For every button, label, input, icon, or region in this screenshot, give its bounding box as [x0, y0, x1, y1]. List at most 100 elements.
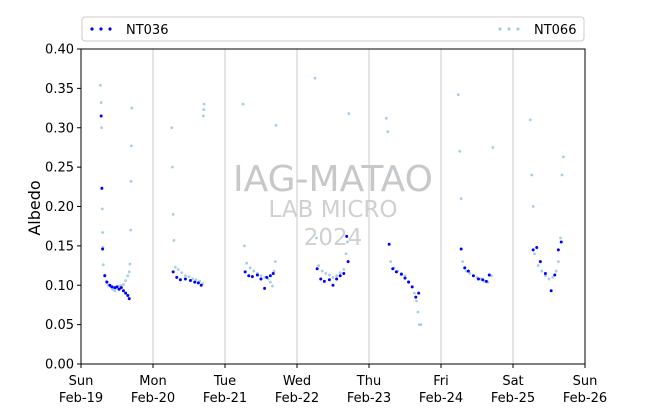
point-nt066-110	[562, 155, 565, 159]
point-nt036-40	[345, 234, 349, 238]
point-nt066-33	[184, 274, 187, 278]
point-nt036-30	[268, 274, 272, 278]
point-nt066-56	[313, 76, 317, 80]
point-nt036-3	[103, 274, 107, 278]
point-nt066-106	[554, 269, 558, 273]
point-nt066-26	[170, 126, 174, 130]
point-nt036-29	[265, 275, 269, 279]
point-nt036-52	[463, 266, 467, 270]
point-nt066-61	[328, 273, 331, 277]
legend-label-nt036: NT036	[126, 23, 168, 38]
point-nt036-4	[105, 280, 109, 284]
legend-frame	[81, 16, 585, 42]
x-tick-label-weekday-1: Mon	[139, 374, 166, 389]
point-nt066-69	[384, 116, 388, 120]
point-nt036-2	[101, 247, 105, 251]
point-nt036-38	[338, 274, 342, 278]
vertical-gridlines	[152, 49, 514, 364]
point-nt036-35	[327, 278, 331, 282]
x-tick-label-weekday-4: Thu	[356, 374, 381, 389]
point-nt036-46	[403, 276, 407, 280]
point-nt066-66	[344, 252, 348, 256]
point-nt066-57	[315, 236, 318, 240]
point-nt036-62	[543, 271, 547, 275]
point-nt066-59	[320, 269, 324, 273]
point-nt066-21	[128, 262, 132, 266]
point-nt066-20	[127, 270, 131, 274]
y-tick-label-4: 0.20	[45, 200, 74, 215]
point-nt066-44	[245, 261, 249, 265]
point-nt036-10	[119, 286, 123, 290]
watermark: IAG-MATAO LAB MICRO 2024	[233, 159, 433, 251]
point-nt036-14	[127, 297, 131, 301]
point-nt066-71	[387, 173, 391, 177]
point-nt066-104	[547, 277, 551, 281]
point-nt066-81	[416, 310, 420, 314]
point-nt066-22	[129, 228, 133, 232]
point-nt036-11	[121, 289, 125, 293]
point-nt036-9	[117, 287, 121, 291]
point-nt066-72	[389, 260, 392, 264]
point-nt066-5	[101, 231, 104, 234]
point-nt036-65	[556, 248, 560, 252]
point-nt036-17	[178, 278, 182, 282]
point-nt066-64	[338, 271, 342, 275]
point-nt036-20	[193, 280, 197, 284]
point-nt066-49	[263, 275, 266, 279]
point-nt066-99	[531, 205, 535, 208]
x-tick-label-date-5: Feb-24	[419, 391, 463, 406]
x-tick-label-date-0: Feb-19	[59, 391, 103, 406]
y-tick-label-1: 0.05	[45, 318, 74, 333]
point-nt036-66	[559, 240, 563, 244]
point-nt036-57	[484, 279, 488, 283]
data-points	[99, 76, 565, 327]
point-nt066-40	[202, 108, 206, 112]
point-nt066-19	[126, 274, 130, 278]
point-nt066-68	[347, 112, 351, 115]
point-nt036-12	[124, 291, 128, 295]
point-nt036-27	[259, 277, 263, 281]
point-nt066-55	[274, 123, 278, 127]
x-tick-label-weekday-3: Wed	[283, 374, 311, 389]
point-nt036-1	[100, 186, 104, 190]
point-nt066-13	[113, 289, 117, 293]
point-nt036-21	[196, 281, 200, 285]
point-nt036-54	[471, 274, 475, 278]
point-nt066-102	[540, 269, 544, 273]
y-tick-label-7: 0.35	[45, 82, 74, 97]
point-nt036-47	[407, 280, 411, 284]
y-tick-label-6: 0.30	[45, 121, 74, 136]
point-nt066-97	[528, 118, 532, 122]
point-nt036-58	[487, 273, 491, 277]
point-nt066-31	[176, 268, 180, 271]
point-nt036-59	[531, 248, 535, 252]
point-nt066-101	[536, 264, 540, 267]
point-nt036-44	[394, 270, 398, 274]
y-tick-label-8: 0.40	[45, 43, 74, 58]
point-nt036-51	[459, 247, 463, 251]
legend-label-nt066: NT066	[534, 23, 576, 38]
x-tick-label-date-3: Feb-22	[275, 391, 319, 406]
x-tick-label-date-2: Feb-21	[203, 391, 247, 406]
point-nt066-0	[99, 83, 102, 87]
point-nt066-4	[100, 207, 104, 211]
point-nt066-85	[458, 149, 462, 153]
point-nt066-63	[335, 274, 338, 278]
point-nt066-25	[130, 106, 134, 110]
point-nt036-53	[466, 269, 470, 273]
point-nt066-107	[556, 260, 560, 264]
point-nt066-18	[124, 279, 128, 282]
legend-marker-nt036	[90, 27, 112, 31]
point-nt066-23	[129, 179, 133, 183]
y-tick-label-5: 0.25	[45, 161, 74, 176]
point-nt066-65	[342, 268, 346, 271]
x-tick-label-date-4: Feb-23	[347, 391, 391, 406]
point-nt066-36	[194, 278, 198, 282]
point-nt036-45	[399, 272, 403, 276]
point-nt066-53	[272, 269, 276, 273]
point-nt036-22	[199, 283, 203, 287]
point-nt066-67	[346, 240, 349, 244]
point-nt066-43	[243, 244, 246, 248]
x-axis: Sun Feb-19 Mon Feb-20 Tue Feb-21 Wed Feb-22 Thu F…	[59, 364, 607, 406]
x-tick-label-weekday-6: Sat	[502, 374, 523, 389]
